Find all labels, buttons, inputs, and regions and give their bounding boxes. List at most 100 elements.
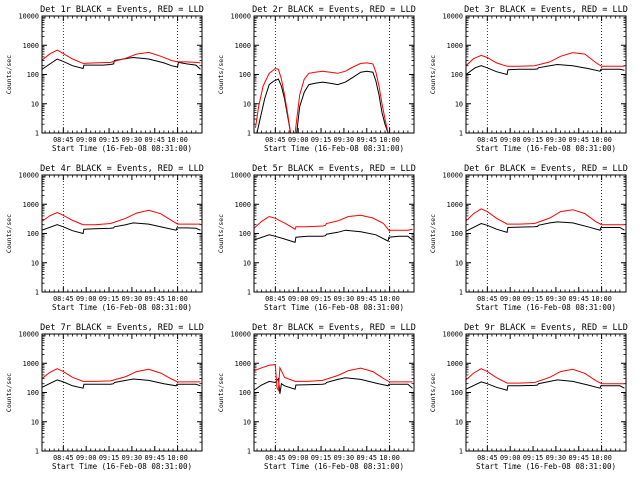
y-tick-label: 10 [243,100,251,108]
x-tick-label: 09:00 [288,136,308,144]
y-tick-label: 1 [459,289,463,297]
y-axis-label: Counts/sec [217,214,225,253]
y-tick-label: 100 [27,389,39,397]
y-tick-label: 10000 [231,172,251,180]
x-tick-label: 10:00 [167,136,187,144]
x-tick-label: 09:45 [145,454,165,462]
y-tick-label: 1000 [23,360,39,368]
y-tick-label: 10 [243,418,251,426]
y-tick-label: 1 [35,289,39,297]
y-tick-label: 1000 [235,360,251,368]
series-lld [42,368,201,383]
x-tick-label: 09:00 [288,295,308,303]
x-tick-label: 09:30 [546,295,566,303]
plot-frame [41,333,203,452]
series-lld [466,52,625,67]
x-tick-label: 08:45 [265,454,285,462]
panel-title: Det 1r BLACK = Events, RED = LLD [40,5,204,15]
y-tick-label: 1 [459,448,463,456]
series-events [42,222,201,235]
x-tick-label: 10:00 [591,136,611,144]
series-lld [466,368,625,385]
y-axis-label: Counts/sec [5,373,13,412]
panel-title: Det 4r BLACK = Events, RED = LLD [40,164,204,174]
panel-title: Det 8r BLACK = Events, RED = LLD [252,323,416,333]
x-tick-label: 08:45 [477,136,497,144]
panel-6: Det 6r BLACK = Events, RED = LLD Counts/s… [429,164,628,312]
y-tick-label: 1 [247,289,251,297]
y-tick-label: 10000 [231,331,251,339]
y-axis-label: Counts/sec [217,373,225,412]
panel-1: Det 1r BLACK = Events, RED = LLD Counts/s… [5,5,204,153]
x-tick-label: 09:45 [569,136,589,144]
y-axis-label: Counts/sec [429,214,437,253]
y-tick-label: 10 [455,100,463,108]
y-axis-label: Counts/sec [217,55,225,94]
plot-frame [253,15,415,134]
y-tick-label: 1 [247,448,251,456]
x-tick-label: 09:15 [523,295,543,303]
y-tick-label: 1000 [447,201,463,209]
series-lld [255,62,389,133]
y-tick-label: 1 [35,130,39,138]
y-tick-label: 1 [247,130,251,138]
x-tick-label: 10:00 [379,136,399,144]
x-tick-label: 09:30 [122,136,142,144]
y-tick-label: 100 [451,71,463,79]
panel-2: Det 2r BLACK = Events, RED = LLD Counts/s… [217,5,416,153]
y-tick-label: 100 [27,230,39,238]
y-tick-label: 10000 [19,331,39,339]
x-tick-label: 09:15 [311,136,331,144]
panel-title: Det 2r BLACK = Events, RED = LLD [252,5,416,15]
y-tick-label: 10000 [19,172,39,180]
panel-title: Det 5r BLACK = Events, RED = LLD [252,164,416,174]
series-events [42,378,201,389]
y-tick-label: 1000 [23,42,39,50]
y-tick-label: 10 [243,259,251,267]
y-tick-label: 100 [239,230,251,238]
y-tick-label: 1000 [447,42,463,50]
panel-9: Det 9r BLACK = Events, RED = LLD Counts/s… [429,323,628,471]
x-tick-label: 09:45 [145,295,165,303]
y-axis-label: Counts/sec [5,55,13,94]
series-events [254,229,413,243]
x-axis-label: Start Time (16-Feb-08 08:31:00) [264,462,404,471]
plot-frame [465,15,627,134]
plot-frame [253,174,415,293]
plot-frame [465,174,627,293]
x-tick-label: 10:00 [379,454,399,462]
plot-frame [41,174,203,293]
x-tick-label: 09:45 [569,454,589,462]
x-tick-label: 09:00 [500,136,520,144]
y-tick-label: 1000 [235,42,251,50]
y-tick-label: 10000 [443,13,463,21]
x-tick-label: 09:00 [288,454,308,462]
x-axis-label: Start Time (16-Feb-08 08:31:00) [476,303,616,312]
x-tick-label: 08:45 [53,454,73,462]
y-tick-label: 100 [239,389,251,397]
x-tick-label: 08:45 [265,136,285,144]
x-tick-label: 09:30 [334,295,354,303]
x-tick-label: 09:45 [357,136,377,144]
y-tick-label: 100 [239,71,251,79]
x-tick-label: 10:00 [167,454,187,462]
series-events [254,377,413,394]
x-axis-label: Start Time (16-Feb-08 08:31:00) [52,462,192,471]
y-tick-label: 1000 [23,201,39,209]
y-tick-label: 10 [31,418,39,426]
x-tick-label: 09:30 [122,454,142,462]
x-tick-label: 09:00 [500,454,520,462]
panel-4: Det 4r BLACK = Events, RED = LLD Counts/s… [5,164,204,312]
series-lld [42,209,201,226]
y-axis-label: Counts/sec [429,55,437,94]
series-events [466,379,625,391]
series-lld [42,49,201,64]
series-events [256,70,389,133]
y-tick-label: 1 [35,448,39,456]
x-tick-label: 09:45 [569,295,589,303]
series-events [466,63,625,76]
x-tick-label: 09:15 [311,295,331,303]
x-tick-label: 09:45 [145,136,165,144]
y-tick-label: 100 [451,230,463,238]
